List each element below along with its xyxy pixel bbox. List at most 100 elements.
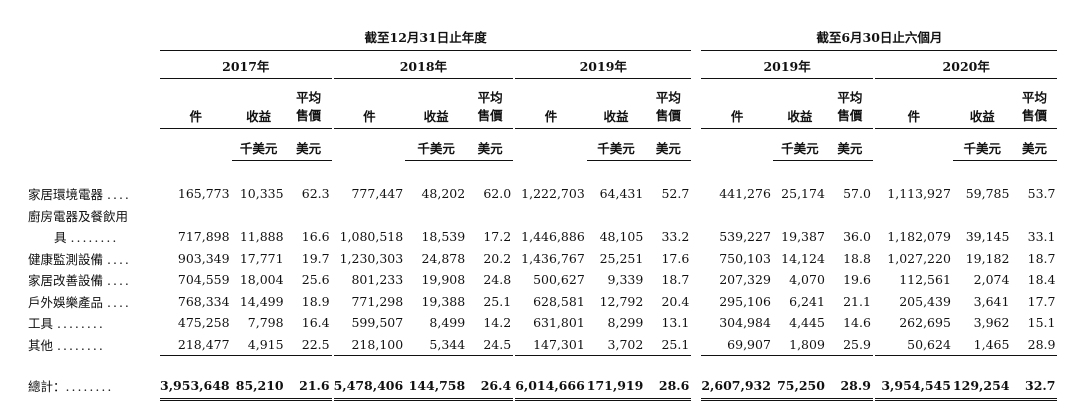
cell: 4,445 [789, 315, 825, 331]
cell: 1,027,220 [887, 250, 951, 266]
cell: 903,349 [177, 250, 230, 266]
cell: 768,334 [177, 293, 230, 309]
cell: 19,182 [965, 250, 1010, 266]
cell: 20.4 [661, 293, 690, 309]
unit-revenue: 千美元 [772, 128, 827, 161]
total-cell: 3,953,648 [160, 372, 232, 401]
cell: 18.7 [1027, 250, 1056, 266]
table-row-label-continued: 廚房電器及餐飲用 [28, 205, 1057, 227]
cell: 19.7 [301, 250, 330, 266]
cell: 24.5 [467, 333, 514, 356]
cell: 24,878 [421, 250, 466, 266]
row-label: 健康監測設備 .... [28, 251, 131, 267]
cell: 631,801 [533, 315, 585, 331]
col-avg-price: 平均 售價 [645, 78, 692, 129]
cell: 4,070 [789, 272, 825, 288]
cell: 28.9 [1011, 333, 1058, 356]
cell: 15.1 [1027, 315, 1056, 331]
year-header-row: 2017年 2018年 2019年 2019年 2020年 [28, 50, 1058, 79]
row-label: 家居環境電器 .... [28, 187, 131, 203]
table-row: 具 ........ 717,898 11,888 16.6 1,080,518… [28, 226, 1057, 248]
total-cell: 171,919 [586, 372, 646, 401]
cell: 57.0 [843, 186, 871, 202]
cell: 18.8 [843, 250, 871, 266]
row-label: 家居改善設備 .... [28, 273, 131, 289]
cell: 475,258 [177, 315, 230, 331]
total-cell: 6,014,666 [515, 372, 587, 401]
cell: 16.4 [301, 315, 330, 331]
unit-avg-price: 美元 [645, 128, 692, 161]
col-revenue: 收益 [952, 78, 1012, 129]
unit-revenue: 千美元 [586, 128, 646, 161]
cell: 39,145 [965, 229, 1010, 245]
cell: 1,436,767 [521, 250, 585, 266]
total-cell: 85,210 [231, 372, 286, 401]
unit-revenue: 千美元 [231, 128, 286, 161]
cell: 19.6 [843, 272, 871, 288]
cell: 304,984 [719, 315, 771, 331]
cell: 19,387 [781, 229, 825, 245]
cell: 52.7 [661, 186, 690, 202]
cell: 5,344 [405, 333, 468, 356]
cell: 500,627 [533, 272, 585, 288]
cell: 25.1 [483, 293, 512, 309]
year-header: 2017年 [160, 50, 332, 79]
col-revenue: 收益 [772, 78, 827, 129]
cell: 218,100 [333, 333, 406, 356]
row-label: 其他 ........ [28, 338, 105, 353]
cell: 1,222,703 [521, 186, 585, 202]
cell: 704,559 [177, 272, 230, 288]
cell: 25.6 [301, 272, 330, 288]
col-avg-price: 平均 售價 [826, 78, 873, 129]
col-avg-price: 平均 售價 [1011, 78, 1058, 129]
cell: 4,915 [231, 333, 286, 356]
row-label: 具 ........ [54, 230, 119, 246]
cell: 7,798 [247, 315, 284, 331]
cell: 12,792 [599, 293, 644, 309]
cell: 1,465 [952, 333, 1012, 356]
cell: 628,581 [533, 293, 585, 309]
cell: 13.1 [661, 315, 690, 331]
col-revenue: 收益 [405, 78, 468, 129]
cell: 18.4 [1027, 272, 1056, 288]
cell: 33.2 [661, 229, 690, 245]
row-label: 工具 ........ [28, 316, 105, 332]
cell: 205,439 [899, 293, 951, 309]
year-header: 2019年 [701, 50, 873, 79]
cell: 112,561 [899, 272, 951, 288]
cell: 1,809 [772, 333, 827, 356]
cell: 262,695 [899, 315, 951, 331]
cell: 1,113,927 [887, 186, 951, 202]
cell: 33.1 [1027, 229, 1056, 245]
col-revenue: 收益 [231, 78, 286, 129]
total-cell: 32.7 [1011, 372, 1058, 401]
cell: 207,329 [719, 272, 771, 288]
cell: 53.7 [1027, 186, 1056, 202]
table-row: 其他 ........ 218,477 4,915 22.5 218,100 5… [28, 333, 1058, 356]
cell: 1,230,303 [339, 250, 404, 266]
cell: 295,106 [719, 293, 771, 309]
unit-avg-price: 美元 [826, 128, 873, 161]
cell: 36.0 [843, 229, 871, 245]
cell: 17,771 [239, 250, 284, 266]
period-header-annual: 截至12月31日止年度 [160, 20, 692, 51]
cell: 18,539 [421, 229, 466, 245]
cell: 20.2 [483, 250, 512, 266]
cell: 24.8 [483, 272, 512, 288]
unit-revenue: 千美元 [405, 128, 468, 161]
col-units: 件 [874, 78, 953, 129]
cell: 717,898 [177, 229, 230, 245]
cell: 9,339 [607, 272, 644, 288]
cell: 14.6 [843, 315, 871, 331]
cell: 3,641 [973, 293, 1010, 309]
cell: 1,182,079 [887, 229, 951, 245]
unit-label-row: 千美元 美元 千美元 美元 千美元 美元 千美元 美元 千美元 美元 [28, 128, 1058, 161]
total-label: 總計：........ [28, 379, 114, 395]
cell: 10,335 [239, 186, 284, 202]
col-avg-price: 平均 售價 [467, 78, 514, 129]
cell: 539,227 [719, 229, 771, 245]
cell: 147,301 [515, 333, 587, 356]
cell: 62.0 [483, 186, 512, 202]
col-units: 件 [160, 78, 232, 129]
